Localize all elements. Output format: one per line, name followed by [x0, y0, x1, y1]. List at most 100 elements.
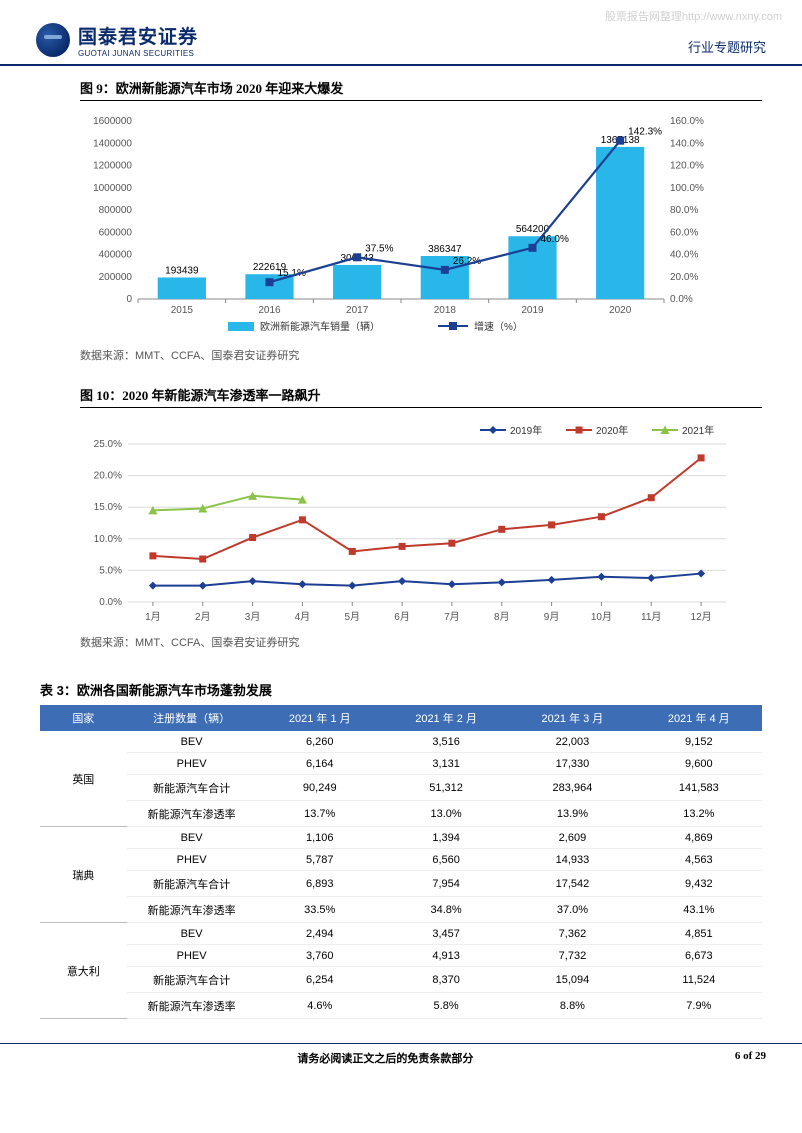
svg-text:2019: 2019 [521, 305, 544, 316]
country-cell: 英国 [40, 731, 127, 827]
table-cell: 17,330 [509, 753, 635, 775]
table-cell: BEV [127, 731, 257, 753]
table-cell: 新能源汽车渗透率 [127, 993, 257, 1019]
svg-text:386347: 386347 [428, 244, 462, 255]
table-cell: 4,851 [636, 923, 762, 945]
watermark-text: 股票报告网整理http://www.nxny.com [605, 8, 782, 24]
svg-text:3月: 3月 [245, 611, 261, 623]
table-cell: 43.1% [636, 897, 762, 923]
table-cell: BEV [127, 923, 257, 945]
table-cell: 51,312 [383, 775, 509, 801]
table-header: 注册数量（辆） [127, 705, 257, 731]
logo: 国泰君安证券 GUOTAI JUNAN SECURITIES [36, 22, 198, 58]
table-cell: 1,394 [383, 827, 509, 849]
table-cell: 2,609 [509, 827, 635, 849]
table-cell: 13.7% [257, 801, 383, 827]
svg-text:1400000: 1400000 [93, 138, 132, 149]
table-cell: PHEV [127, 753, 257, 775]
country-cell: 瑞典 [40, 827, 127, 923]
svg-text:120.0%: 120.0% [670, 161, 704, 172]
table-cell: 3,760 [257, 945, 383, 967]
table-cell: 7,362 [509, 923, 635, 945]
chart10: 0.0%5.0%10.0%15.0%20.0%25.0%1月2月3月4月5月6月… [80, 414, 762, 632]
page-number: 6 of 29 [735, 1050, 766, 1066]
table-cell: 37.0% [509, 897, 635, 923]
svg-text:12月: 12月 [691, 611, 712, 623]
doc-type: 行业专题研究 [688, 37, 766, 58]
logo-icon [36, 23, 70, 57]
svg-text:5月: 5月 [344, 611, 360, 623]
svg-text:60.0%: 60.0% [670, 227, 698, 238]
table-cell: 11,524 [636, 967, 762, 993]
table-cell: 1,106 [257, 827, 383, 849]
table-cell: 14,933 [509, 849, 635, 871]
table-cell: 6,893 [257, 871, 383, 897]
svg-text:6月: 6月 [394, 611, 410, 623]
table-row: 新能源汽车合计6,8937,95417,5429,432 [40, 871, 762, 897]
svg-text:100.0%: 100.0% [670, 183, 704, 194]
table-cell: 3,516 [383, 731, 509, 753]
svg-text:4月: 4月 [295, 611, 311, 623]
svg-text:2020年: 2020年 [596, 424, 628, 437]
svg-text:20.0%: 20.0% [94, 471, 122, 482]
table-row: 瑞典BEV1,1061,3942,6094,869 [40, 827, 762, 849]
svg-text:2017: 2017 [346, 305, 369, 316]
table-cell: 8.8% [509, 993, 635, 1019]
table-header: 2021 年 2 月 [383, 705, 509, 731]
svg-text:5.0%: 5.0% [99, 565, 122, 576]
table-cell: 13.0% [383, 801, 509, 827]
page-footer: 请务必阅读正文之后的免责条款部分 6 of 29 [0, 1043, 802, 1066]
table-cell: 新能源汽车合计 [127, 967, 257, 993]
svg-text:2020: 2020 [609, 305, 632, 316]
chart10-title: 图 10：2020 年新能源汽车渗透率一路飙升 [80, 381, 762, 408]
svg-text:800000: 800000 [99, 205, 133, 216]
table-row: PHEV6,1643,13117,3309,600 [40, 753, 762, 775]
table-cell: PHEV [127, 849, 257, 871]
table3-wrap: 表 3：欧洲各国新能源汽车市场蓬勃发展 国家注册数量（辆）2021 年 1 月2… [0, 668, 802, 1019]
table-cell: 13.2% [636, 801, 762, 827]
svg-text:0.0%: 0.0% [99, 597, 122, 608]
svg-text:2019年: 2019年 [510, 424, 542, 437]
table-cell: 4,563 [636, 849, 762, 871]
svg-text:142.3%: 142.3% [628, 127, 662, 138]
table-row: 英国BEV6,2603,51622,0039,152 [40, 731, 762, 753]
svg-text:8月: 8月 [494, 611, 510, 623]
table-row: PHEV3,7604,9137,7326,673 [40, 945, 762, 967]
table-cell: 新能源汽车渗透率 [127, 801, 257, 827]
svg-text:400000: 400000 [99, 250, 133, 261]
svg-text:600000: 600000 [99, 227, 133, 238]
svg-text:10.0%: 10.0% [94, 534, 122, 545]
table-row: 新能源汽车合计90,24951,312283,964141,583 [40, 775, 762, 801]
svg-text:1200000: 1200000 [93, 161, 132, 172]
table-cell: 新能源汽车合计 [127, 775, 257, 801]
table-row: PHEV5,7876,56014,9334,563 [40, 849, 762, 871]
table-cell: 9,600 [636, 753, 762, 775]
svg-text:2016: 2016 [258, 305, 281, 316]
svg-text:2021年: 2021年 [682, 424, 714, 437]
chart10-source: 数据来源：MMT、CCFA、国泰君安证券研究 [80, 634, 762, 650]
table3: 国家注册数量（辆）2021 年 1 月2021 年 2 月2021 年 3 月 2… [40, 705, 762, 1019]
table-cell: 6,673 [636, 945, 762, 967]
svg-text:7月: 7月 [444, 611, 460, 623]
table-cell: 5.8% [383, 993, 509, 1019]
table-cell: BEV [127, 827, 257, 849]
table-header: 2021 年 1 月 [257, 705, 383, 731]
svg-text:1600000: 1600000 [93, 116, 132, 127]
svg-text:2月: 2月 [195, 611, 211, 623]
table-cell: 新能源汽车合计 [127, 871, 257, 897]
svg-text:2015: 2015 [171, 305, 194, 316]
table-row: 意大利BEV2,4943,4577,3624,851 [40, 923, 762, 945]
table-header: 2021 年 3 月 [509, 705, 635, 731]
table-row: 新能源汽车合计6,2548,37015,09411,524 [40, 967, 762, 993]
svg-text:11月: 11月 [641, 611, 661, 623]
svg-text:37.5%: 37.5% [365, 243, 393, 254]
table-header: 国家 [40, 705, 127, 731]
svg-text:0: 0 [126, 294, 132, 305]
svg-text:1000000: 1000000 [93, 183, 132, 194]
table-cell: 4,869 [636, 827, 762, 849]
svg-text:15.0%: 15.0% [94, 502, 122, 513]
svg-text:200000: 200000 [99, 272, 133, 283]
table3-title: 表 3：欧洲各国新能源汽车市场蓬勃发展 [40, 668, 762, 705]
table-cell: 7,732 [509, 945, 635, 967]
svg-text:80.0%: 80.0% [670, 205, 698, 216]
